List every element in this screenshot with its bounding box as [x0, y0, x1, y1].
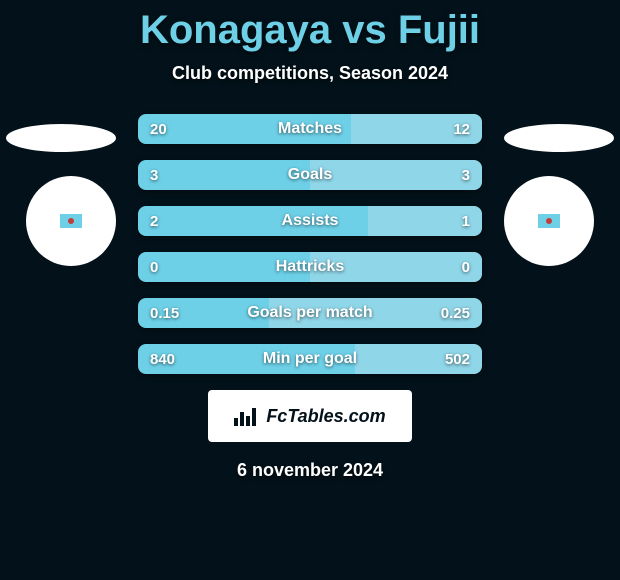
stat-row: Goals3 3 — [138, 160, 482, 190]
stat-row: Min per goal840 502 — [138, 344, 482, 374]
flag-icon — [60, 214, 82, 228]
stat-value-right: 1 — [462, 206, 470, 236]
stat-value-right: 3 — [462, 160, 470, 190]
stat-value-right: 0.25 — [441, 298, 470, 328]
stat-value-left: 2 — [150, 206, 158, 236]
player-left-avatar — [26, 176, 116, 266]
stat-value-right: 0 — [462, 252, 470, 282]
stat-value-left: 0 — [150, 252, 158, 282]
stat-row: Matches20 12 — [138, 114, 482, 144]
stat-value-left: 0.15 — [150, 298, 179, 328]
player-left-ellipse — [6, 124, 116, 152]
date-label: 6 november 2024 — [0, 460, 620, 481]
stat-label: Goals per match — [138, 298, 482, 328]
brand-logo: FcTables.com — [208, 390, 412, 442]
flag-icon — [538, 214, 560, 228]
stats-container: Matches20 12 Goals3 3 Assists2 1 Hattricks0 0 Go… — [138, 114, 482, 374]
stat-label: Matches — [138, 114, 482, 144]
stat-value-left: 840 — [150, 344, 175, 374]
stat-label: Goals — [138, 160, 482, 190]
stat-row: Hattricks0 0 — [138, 252, 482, 282]
stat-value-right: 502 — [445, 344, 470, 374]
player-right-ellipse — [504, 124, 614, 152]
brand-text: FcTables.com — [266, 406, 385, 427]
stat-row: Assists2 1 — [138, 206, 482, 236]
page-title: Konagaya vs Fujii — [0, 0, 620, 53]
stat-label: Hattricks — [138, 252, 482, 282]
stat-row: Goals per match0.15 0.25 — [138, 298, 482, 328]
stat-value-left: 20 — [150, 114, 167, 144]
stat-value-right: 12 — [453, 114, 470, 144]
stat-label: Min per goal — [138, 344, 482, 374]
chart-icon — [234, 406, 260, 426]
stat-value-left: 3 — [150, 160, 158, 190]
player-right-avatar — [504, 176, 594, 266]
subtitle: Club competitions, Season 2024 — [0, 63, 620, 84]
stat-label: Assists — [138, 206, 482, 236]
